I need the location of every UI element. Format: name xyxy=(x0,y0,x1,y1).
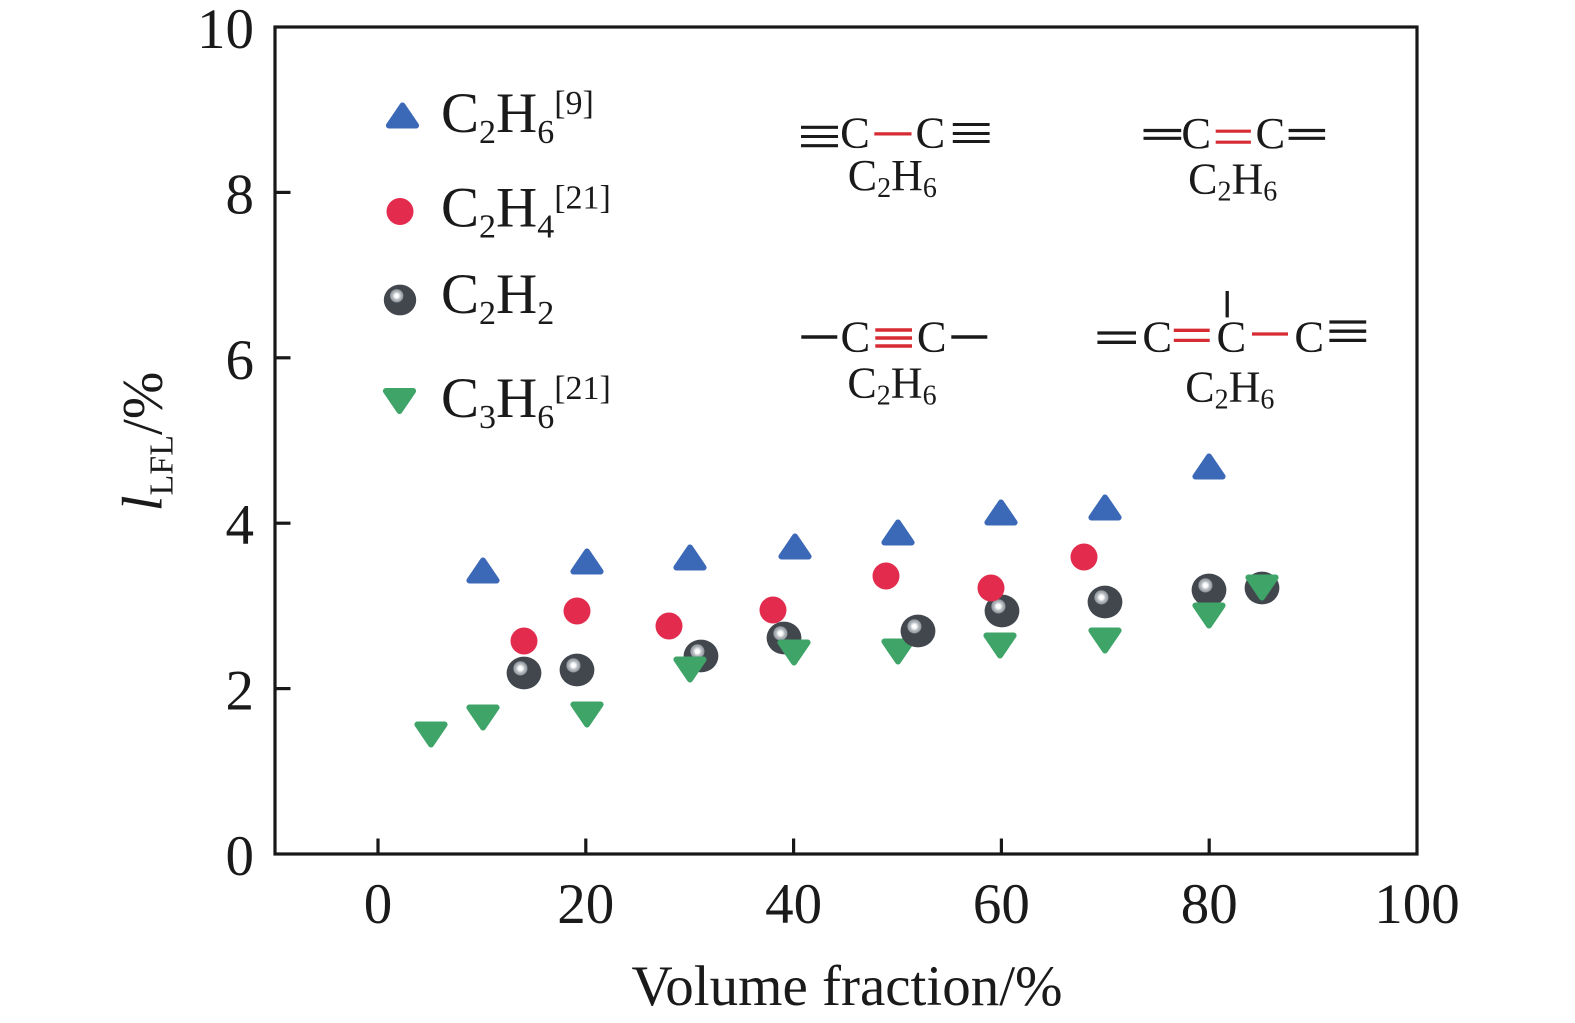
svg-text:0: 0 xyxy=(226,825,255,888)
svg-text:C2H6[9]: C2H6[9] xyxy=(441,82,594,151)
svg-text:C3H6[21]: C3H6[21] xyxy=(441,367,611,436)
svg-text:100: 100 xyxy=(1374,873,1460,936)
svg-text:C2H4[21]: C2H4[21] xyxy=(441,176,611,245)
svg-text:C: C xyxy=(1216,311,1246,361)
svg-text:20: 20 xyxy=(557,873,614,936)
svg-text:C2H6: C2H6 xyxy=(848,151,937,204)
svg-text:4: 4 xyxy=(226,494,255,557)
svg-text:C: C xyxy=(917,311,947,361)
svg-text:C2H2: C2H2 xyxy=(441,263,554,332)
svg-text:C: C xyxy=(1256,108,1286,158)
svg-text:C: C xyxy=(916,108,946,158)
svg-text:2: 2 xyxy=(226,660,255,723)
svg-text:C2H6: C2H6 xyxy=(1185,363,1274,416)
svg-text:0: 0 xyxy=(364,873,393,936)
svg-text:60: 60 xyxy=(973,873,1030,936)
svg-text:lLFL/%: lLFL/% xyxy=(112,372,181,512)
svg-text:C2H6: C2H6 xyxy=(1188,155,1277,208)
svg-text:C2H6: C2H6 xyxy=(847,359,936,412)
svg-text:Volume fraction/%: Volume fraction/% xyxy=(631,955,1062,1018)
svg-text:C: C xyxy=(840,311,870,361)
svg-text:80: 80 xyxy=(1181,873,1238,936)
svg-text:C: C xyxy=(840,108,870,158)
svg-text:8: 8 xyxy=(226,163,255,226)
svg-text:C: C xyxy=(1142,311,1172,361)
svg-text:C: C xyxy=(1294,311,1324,361)
svg-text:6: 6 xyxy=(226,329,255,392)
svg-text:10: 10 xyxy=(197,0,254,61)
svg-text:40: 40 xyxy=(765,873,822,936)
svg-text:C: C xyxy=(1181,108,1211,158)
